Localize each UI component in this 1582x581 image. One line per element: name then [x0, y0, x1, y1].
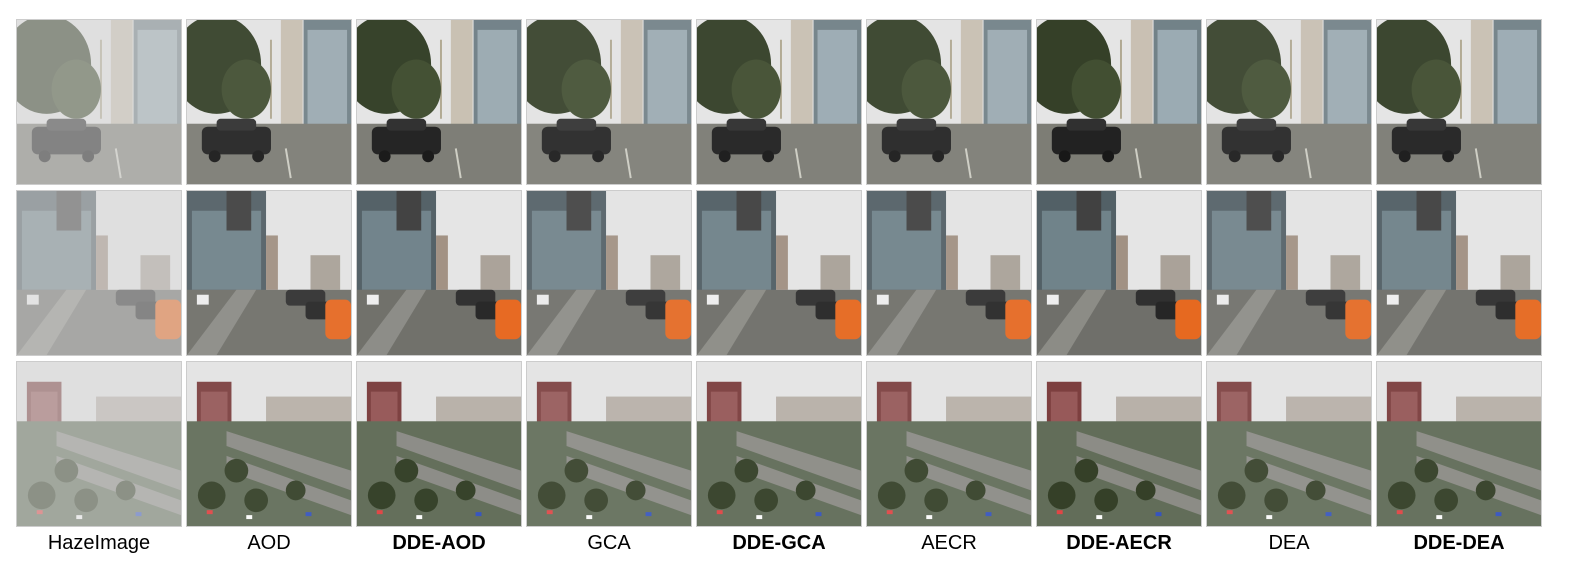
image-street-car-scene-dde-aecr	[1036, 19, 1202, 185]
image-street-parking-scene-dde-dea	[1376, 190, 1542, 356]
image-street-parking-scene-aecr	[866, 190, 1032, 356]
image-street-car-scene-aod	[186, 19, 352, 185]
image-street-car-scene-dea	[1206, 19, 1372, 185]
image-street-parking-scene-aod	[186, 190, 352, 356]
image-street-parking-scene-dde-aod	[356, 190, 522, 356]
column-label: DDE-GCA	[732, 532, 826, 554]
image-row-city-overview-scene	[16, 361, 1544, 527]
column-label: DDE-DEA	[1413, 532, 1505, 554]
image-street-parking-scene-dea	[1206, 190, 1372, 356]
image-street-car-scene-hazeimage	[16, 19, 182, 185]
column-label: HazeImage	[47, 532, 151, 554]
image-street-parking-scene-gca	[526, 190, 692, 356]
image-city-overview-scene-dde-dea	[1376, 361, 1542, 527]
image-street-parking-scene-dde-gca	[696, 190, 862, 356]
image-city-overview-scene-hazeimage	[16, 361, 182, 527]
column-label: DDE-AECR	[1066, 532, 1172, 554]
image-row-street-car-scene	[16, 19, 1544, 185]
image-city-overview-scene-dde-aecr	[1036, 361, 1202, 527]
image-city-overview-scene-aecr	[866, 361, 1032, 527]
image-street-parking-scene-dde-aecr	[1036, 190, 1202, 356]
image-city-overview-scene-dea	[1206, 361, 1372, 527]
column-label: AOD	[247, 532, 291, 554]
image-street-car-scene-dde-gca	[696, 19, 862, 185]
image-street-car-scene-aecr	[866, 19, 1032, 185]
column-label: AECR	[921, 532, 977, 554]
image-city-overview-scene-gca	[526, 361, 692, 527]
column-labels: HazeImage AOD DDE-AOD GCA DDE-GCA AECR DDE-AEC…	[16, 532, 1544, 555]
image-street-car-scene-gca	[526, 19, 692, 185]
image-comparison-grid	[16, 19, 1544, 532]
column-label: DDE-AOD	[392, 532, 486, 554]
image-city-overview-scene-dde-gca	[696, 361, 862, 527]
image-street-car-scene-dde-aod	[356, 19, 522, 185]
image-street-parking-scene-hazeimage	[16, 190, 182, 356]
column-label: DEA	[1268, 532, 1310, 554]
image-street-car-scene-dde-dea	[1376, 19, 1542, 185]
column-label: GCA	[587, 532, 631, 554]
image-city-overview-scene-aod	[186, 361, 352, 527]
image-city-overview-scene-dde-aod	[356, 361, 522, 527]
image-row-street-parking-scene	[16, 190, 1544, 356]
